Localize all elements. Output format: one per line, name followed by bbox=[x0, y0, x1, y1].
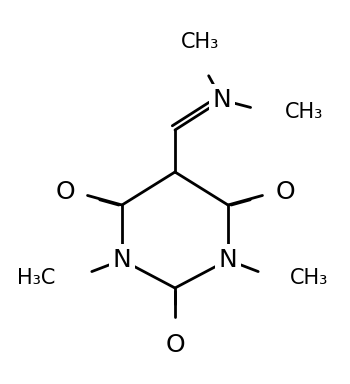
Text: O: O bbox=[275, 180, 295, 204]
Text: N: N bbox=[213, 88, 231, 112]
Text: CH₃: CH₃ bbox=[181, 32, 219, 52]
Text: H₃C: H₃C bbox=[17, 268, 55, 288]
Text: N: N bbox=[219, 248, 237, 272]
Text: CH₃: CH₃ bbox=[285, 102, 323, 122]
Text: CH₃: CH₃ bbox=[290, 268, 328, 288]
Text: O: O bbox=[55, 180, 75, 204]
Text: O: O bbox=[165, 333, 185, 357]
Text: N: N bbox=[113, 248, 131, 272]
